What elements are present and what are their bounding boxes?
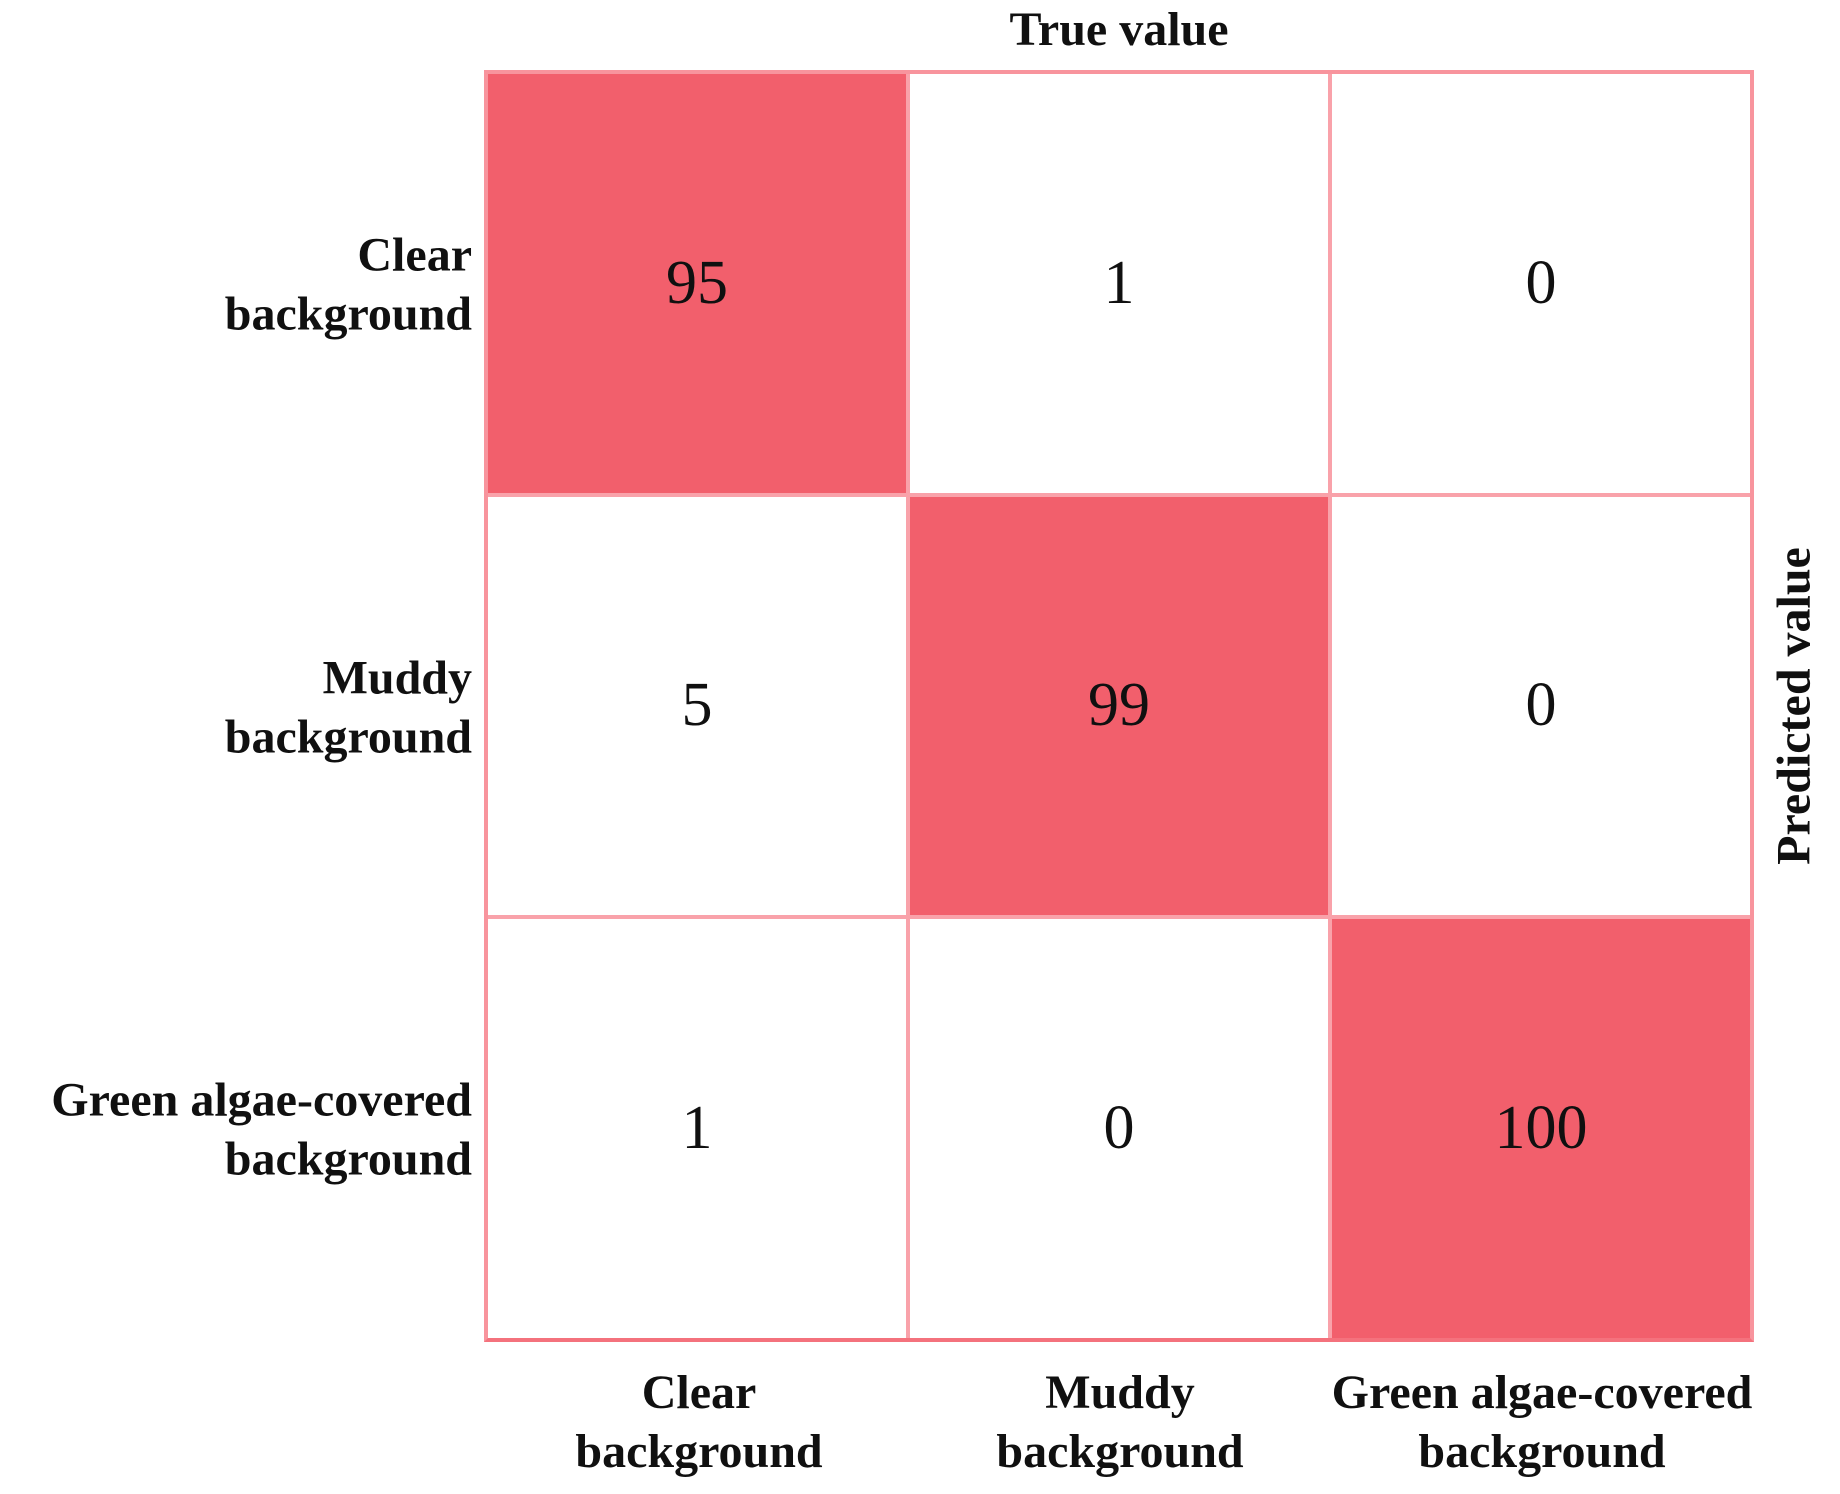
matrix-cell-r0-c0: 95 xyxy=(488,74,906,493)
matrix-cell-r2-c2: 100 xyxy=(1332,919,1750,1338)
col-tick-label-clear-background: Clear background xyxy=(575,1366,823,1478)
row-tick-label-clear-background: Clear background xyxy=(224,228,472,340)
matrix-cell-r1-c2: 0 xyxy=(1332,496,1750,916)
matrix-cell-r2-c1: 0 xyxy=(910,919,1328,1338)
matrix-cell-r0-c1: 1 xyxy=(910,74,1328,493)
row-axis-title: Predicted value xyxy=(1767,547,1821,865)
matrix-cell-r2-c0: 1 xyxy=(488,919,906,1338)
row-tick-label-muddy-background: Muddy background xyxy=(224,651,472,763)
heatmap-grid: 95 1 0 5 99 0 1 0 100 xyxy=(484,70,1754,1342)
matrix-cell-r1-c0: 5 xyxy=(488,496,906,916)
col-tick-label-muddy-background: Muddy background xyxy=(996,1366,1244,1478)
matrix-cell-r1-c1: 99 xyxy=(910,496,1328,916)
matrix-cell-r0-c2: 0 xyxy=(1332,74,1750,493)
row-tick-label-green-algae-background: Green algae-covered background xyxy=(51,1073,472,1185)
col-tick-label-green-algae-background: Green algae-covered background xyxy=(1331,1366,1753,1478)
column-axis-title: True value xyxy=(1009,3,1229,56)
